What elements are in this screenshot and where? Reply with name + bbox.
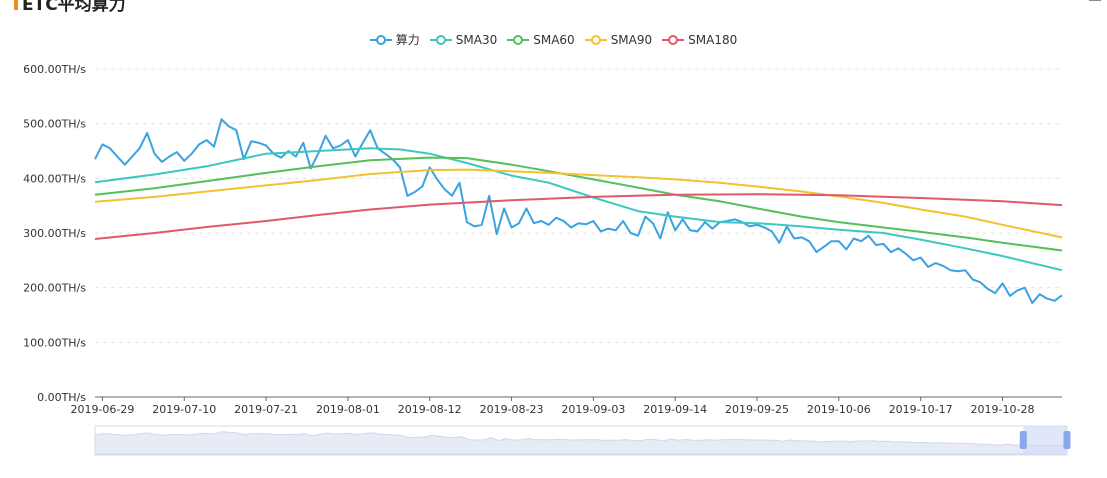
series-line-sma180 [94, 193, 1063, 240]
x-tick-label: 2019-10-17 [889, 403, 953, 416]
legend-swatch-icon [429, 34, 452, 45]
x-tick-label: 2019-10-28 [971, 403, 1035, 416]
x-tick-label: 2019-08-01 [316, 403, 380, 416]
chart-legend: 算力 SMA30 SMA60 SMA90 SMA180 [0, 31, 1107, 48]
y-tick-label: 0.00TH/s [37, 391, 86, 404]
legend-item[interactable]: 算力 [369, 31, 420, 48]
title-bar: ETC平均算力 [0, 0, 126, 15]
x-tick-label: 2019-09-03 [561, 403, 625, 416]
y-tick-label: 300.00TH/s [23, 227, 86, 240]
x-tick-label: 2019-10-06 [807, 403, 871, 416]
title-accent-mark [14, 0, 18, 10]
x-tick-label: 2019-08-12 [398, 403, 462, 416]
zoom-selection[interactable] [1023, 426, 1067, 455]
legend-item[interactable]: SMA180 [662, 31, 737, 48]
series-line-sma60 [94, 156, 1063, 252]
y-tick-label: 600.00TH/s [23, 63, 86, 76]
series-line-sma90 [94, 168, 1063, 239]
x-tick-label: 2019-09-25 [725, 403, 789, 416]
legend-swatch-icon [584, 34, 607, 45]
x-tick-label: 2019-08-23 [480, 403, 544, 416]
x-tick-label: 2019-07-21 [234, 403, 298, 416]
x-tick-label: 2019-07-10 [152, 403, 216, 416]
legend-label: SMA180 [688, 32, 738, 47]
legend-label: 算力 [395, 33, 420, 47]
legend-item[interactable]: SMA30 [429, 31, 498, 48]
x-tick-label: 2019-06-29 [70, 403, 134, 416]
chart-title: ETC平均算力 [22, 0, 126, 15]
legend-label: SMA30 [455, 32, 498, 47]
legend-item[interactable]: SMA60 [507, 31, 575, 48]
y-tick-label: 400.00TH/s [23, 172, 86, 185]
legend-label: SMA60 [533, 32, 575, 47]
zoom-handle-right[interactable] [1063, 431, 1071, 449]
zoom-slider-preview [94, 431, 1068, 455]
y-tick-label: 100.00TH/s [23, 336, 86, 349]
legend-swatch-icon [369, 34, 392, 45]
legend-swatch-icon [662, 34, 685, 45]
legend-item[interactable]: SMA90 [584, 31, 653, 48]
series-line-hashrate [94, 118, 1063, 304]
menu-icon[interactable] [1089, 0, 1101, 4]
series-line-sma30 [94, 147, 1063, 272]
y-tick-label: 200.00TH/s [23, 282, 86, 295]
y-tick-label: 500.00TH/s [23, 118, 86, 131]
legend-label: SMA90 [610, 32, 653, 47]
zoom-handle-left[interactable] [1019, 431, 1027, 449]
legend-swatch-icon [507, 34, 530, 45]
x-tick-label: 2019-09-14 [643, 403, 707, 416]
